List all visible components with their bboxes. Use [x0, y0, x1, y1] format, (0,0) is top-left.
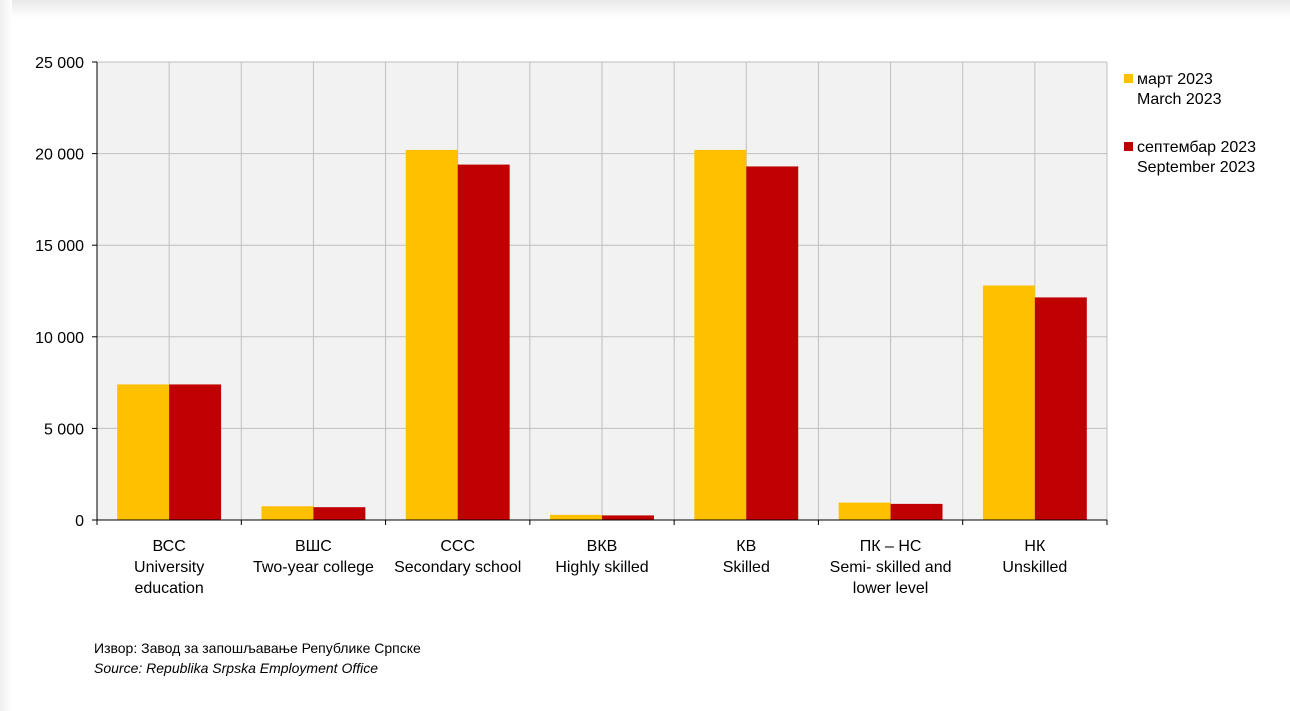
y-tick-label: 0 [75, 513, 84, 530]
x-tick-label: Highly skilled [555, 559, 648, 576]
legend-label-march: март 2023 March 2023 [1137, 70, 1222, 110]
source-note: Извор: Завод за запошљавање Републике Ср… [94, 638, 421, 678]
legend-label-en: September 2023 [1137, 159, 1256, 176]
bar-march [261, 506, 314, 520]
legend-item-september: септембар 2023 September 2023 [1124, 138, 1284, 178]
bar-september [457, 164, 510, 521]
bar-march [982, 285, 1035, 520]
bar-march [838, 502, 891, 520]
x-tick-label-code: КВ [736, 538, 756, 555]
y-tick-label: 10 000 [35, 330, 84, 347]
x-tick-label-code: НК [1024, 538, 1046, 555]
x-tick-label: Secondary school [394, 559, 521, 576]
x-tick-label-code: ВШС [295, 538, 332, 555]
y-tick-label: 15 000 [35, 238, 84, 255]
x-tick-label: Semi- skilled and [830, 559, 952, 576]
legend-swatch-september [1124, 142, 1133, 151]
x-tick-label-code: ССС [440, 538, 475, 555]
x-tick-label-code: ВСС [153, 538, 186, 555]
x-tick-label: education [134, 580, 203, 597]
x-tick-label-code: ВКВ [587, 538, 618, 555]
bar-september [890, 503, 943, 520]
legend-item-march: март 2023 March 2023 [1124, 70, 1284, 110]
bar-march [550, 514, 602, 520]
legend-label-september: септембар 2023 September 2023 [1137, 138, 1256, 178]
x-tick-label: Two-year college [253, 559, 374, 576]
x-tick-label: University [134, 559, 204, 576]
bar-september [746, 166, 799, 520]
legend-label-en: March 2023 [1137, 91, 1222, 108]
x-tick-label: Skilled [723, 559, 770, 576]
source-line-sr: Извор: Завод за запошљавање Републике Ср… [94, 640, 421, 656]
x-tick-label: lower level [853, 580, 929, 597]
x-tick-label-code: ПК – НС [860, 538, 922, 555]
bar-march [405, 149, 458, 520]
y-tick-label: 20 000 [35, 147, 84, 164]
bar-september [1034, 297, 1087, 520]
bar-march [117, 384, 170, 520]
bar-september [313, 507, 366, 520]
legend-swatch-march [1124, 74, 1133, 83]
legend-label-sr: март 2023 [1137, 71, 1213, 88]
y-tick-label: 25 000 [35, 55, 84, 72]
bar-september [602, 515, 654, 520]
left-shadow [0, 0, 12, 711]
legend-label-sr: септембар 2023 [1137, 139, 1257, 156]
x-tick-label: Unskilled [1002, 559, 1067, 576]
chart-legend: март 2023 March 2023 септембар 2023 Sept… [1124, 70, 1284, 206]
y-tick-label: 5 000 [44, 421, 84, 438]
bar-march [694, 149, 747, 520]
source-line-en: Source: Republika Srpska Employment Offi… [94, 660, 379, 676]
bar-september [169, 384, 222, 520]
top-shadow [0, 0, 1290, 18]
